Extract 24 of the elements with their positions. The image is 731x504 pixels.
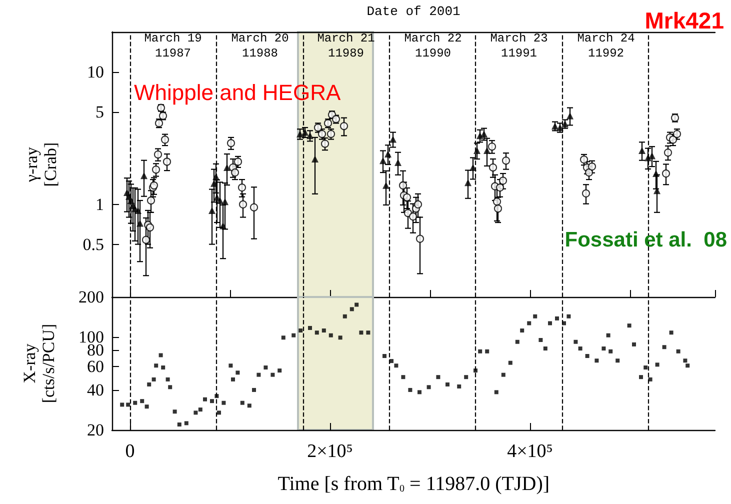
y-tick-label: 20 <box>87 420 104 440</box>
y-tick-label: 1 <box>96 194 104 214</box>
y-tick-label: 40 <box>87 380 104 400</box>
y-axis-title: X-ray [cts/s/PCU] <box>20 324 58 404</box>
x-axis-title: Time [s from T0 = 11987.0 (TJD)] <box>278 473 550 495</box>
y-tick-label: 0.5 <box>82 234 104 254</box>
x-tick-label: 0 <box>125 441 135 462</box>
y-tick-label: 5 <box>96 102 104 122</box>
annotation: March 22 11990 <box>404 32 462 60</box>
x-tick-label: 2×10⁵ <box>307 441 353 462</box>
annotation: Fossati et al. 08 <box>564 228 728 252</box>
annotation: March 23 11991 <box>490 32 548 60</box>
chart-title: Mrk421 <box>644 8 724 34</box>
annotation: March 24 11992 <box>577 32 635 60</box>
y-axis-title: γ-ray [Crab] <box>22 142 60 187</box>
annotation: March 21 11989 <box>317 32 375 60</box>
y-tick-label: 10 <box>87 62 104 82</box>
annotation: March 20 11988 <box>231 32 289 60</box>
annotation: March 19 11987 <box>144 32 202 60</box>
x2-axis-title: Date of 2001 <box>366 4 460 19</box>
y-tick-label: 60 <box>87 357 104 376</box>
y-tick-label: 200 <box>78 288 104 306</box>
annotation: Whipple and HEGRA <box>134 80 341 105</box>
x-tick-label: 4×10⁵ <box>507 441 553 462</box>
